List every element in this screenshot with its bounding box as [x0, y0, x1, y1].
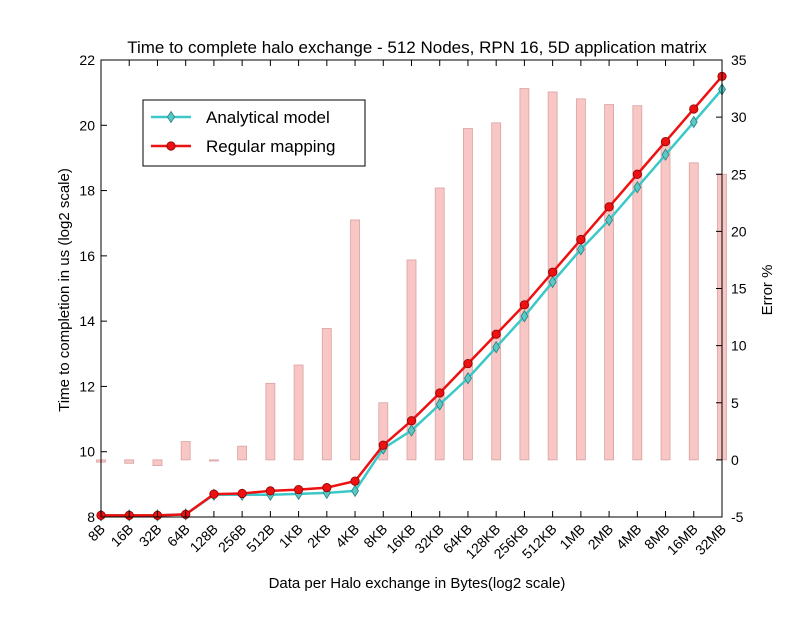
error-bar-1KB: [293, 364, 304, 461]
regular-mapping-point-512B: [265, 486, 275, 496]
y-tick-label: 22: [79, 52, 95, 68]
y2-tick-label: 10: [731, 338, 747, 354]
error-bar-2KB: [321, 328, 332, 461]
legend-box: [142, 99, 366, 167]
error-bar-16KB: [406, 259, 417, 461]
y2-tick-label: 20: [731, 223, 747, 239]
error-bar-512B: [265, 382, 276, 461]
regular-mapping-point-2MB: [604, 202, 614, 212]
regular-mapping-point-1MB: [576, 234, 586, 245]
y2-tick-label: 15: [731, 281, 747, 297]
regular-mapping-point-2KB: [322, 483, 332, 493]
regular-mapping-point-8MB: [660, 137, 671, 147]
analytical-model-point-256KB: [520, 310, 529, 323]
y-tick-label: 18: [79, 183, 95, 199]
analytical-model-point-512KB: [548, 275, 557, 289]
legend-regular-mapping-label: Regular mapping: [206, 137, 335, 156]
error-bar-128KB: [491, 122, 502, 461]
regular-mapping-point-8KB: [378, 440, 388, 450]
legend-analytical-model-label: Analytical model: [206, 108, 330, 127]
y2-tick-label: 25: [731, 166, 747, 182]
y-axis-label-right: Error %: [759, 265, 776, 316]
error-bar-8MB: [660, 141, 671, 461]
regular-mapping-point-128KB: [491, 329, 501, 339]
legend: Analytical model Regular mapping: [142, 99, 366, 167]
analytical-model-point-128KB: [492, 341, 501, 354]
error-bar-16B: [124, 459, 135, 464]
regular-mapping-point-256B: [237, 488, 247, 499]
y-tick-label: 14: [79, 313, 95, 329]
regular-mapping-point-4MB: [632, 169, 642, 179]
analytical-model-point-1MB: [576, 243, 585, 256]
error-bar-64KB: [463, 128, 473, 461]
error-bar-256KB: [519, 88, 530, 461]
error-bars: [96, 88, 727, 466]
analytical-model-point-16MB: [689, 115, 698, 129]
error-bar-1MB: [575, 98, 586, 461]
legend-analytical-model-marker: [167, 110, 175, 124]
regular-mapping-point-32KB: [435, 388, 445, 398]
analytical-model-point-32KB: [435, 398, 444, 411]
error-bar-32B: [152, 459, 163, 466]
error-bar-64B: [180, 441, 191, 461]
regular-mapping-point-64KB: [463, 358, 473, 369]
y2-tick-label: -5: [731, 509, 744, 525]
y-tick-label: 20: [79, 117, 95, 133]
chart-title: Time to complete halo exchange - 512 Nod…: [127, 38, 707, 57]
error-bar-128B: [209, 459, 219, 462]
y-tick-label: 8: [87, 509, 95, 525]
y-axis-label-left: Time to completion in us (log2 scale): [56, 168, 73, 412]
regular-mapping-point-16MB: [689, 104, 699, 114]
regular-mapping-point-512KB: [548, 267, 558, 277]
error-bar-16MB: [688, 162, 699, 461]
y-tick-label: 12: [79, 378, 95, 394]
analytical-model-point-64KB: [463, 372, 472, 385]
analytical-model-point-8MB: [661, 148, 670, 161]
y2-tick-label: 5: [731, 395, 739, 411]
error-bar-2MB: [604, 104, 614, 461]
error-bar-256B: [237, 445, 248, 461]
regular-mapping-point-256KB: [519, 300, 530, 310]
regular-mapping-point-4KB: [350, 476, 360, 486]
analytical-model-point-4MB: [633, 181, 642, 194]
y-tick-label: 10: [79, 444, 95, 460]
y-tick-label: 16: [79, 248, 95, 264]
regular-mapping-point-16KB: [406, 416, 417, 426]
analytical-model-point-4KB: [351, 484, 360, 498]
error-bar-4KB: [350, 219, 360, 461]
y2-tick-label: 35: [731, 52, 747, 68]
regular-mapping-point-128B: [209, 489, 219, 499]
y2-tick-label: 30: [731, 109, 747, 125]
y2-tick-label: 0: [731, 452, 739, 468]
error-bar-8KB: [378, 402, 389, 461]
x-axis-label: Data per Halo exchange in Bytes(log2 sca…: [269, 575, 566, 592]
error-bar-32KB: [434, 187, 445, 461]
analytical-model-point-16KB: [407, 424, 416, 437]
analytical-model-point-2MB: [605, 213, 614, 227]
error-bar-4MB: [632, 105, 643, 461]
series-lines: [96, 71, 727, 522]
regular-mapping-point-1KB: [293, 484, 304, 495]
legend-regular-mapping-marker: [166, 141, 176, 151]
